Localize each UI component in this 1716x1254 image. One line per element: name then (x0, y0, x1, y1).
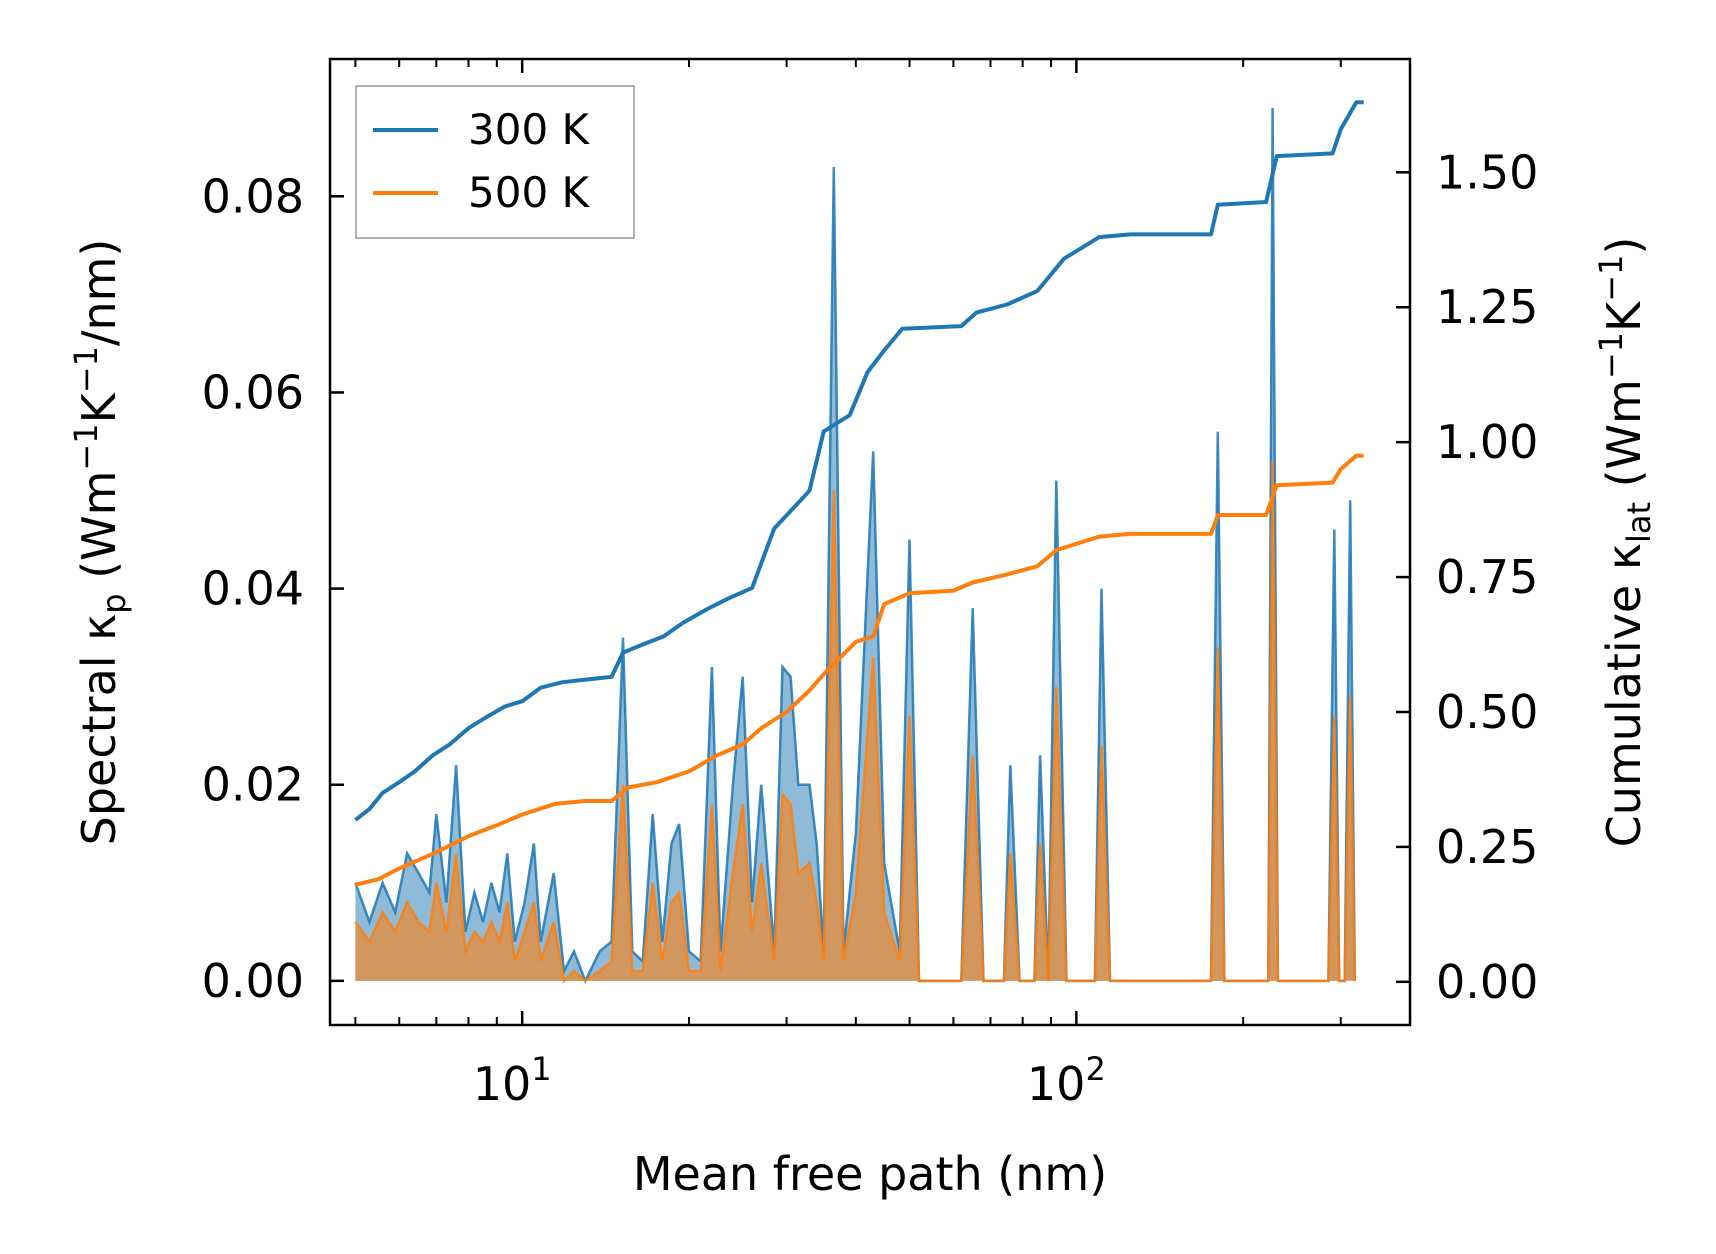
legend: 300 K 500 K (355, 85, 635, 239)
spectral-line-500k (354, 461, 1357, 984)
plot-frame (328, 57, 1412, 1027)
spectral-line-300k (354, 107, 1357, 985)
left-y-tick-label: 0.00 (202, 954, 304, 1008)
legend-label-500k: 500 K (468, 168, 591, 217)
plot-marks (354, 100, 1364, 985)
cumulative-line-300k (354, 100, 1364, 822)
legend-label-300k: 300 K (468, 105, 591, 154)
legend-box (355, 85, 635, 239)
x-tick-label: 102 (1027, 1050, 1106, 1111)
right-y-tick-label: 0.75 (1436, 550, 1538, 604)
x-axis-title: Mean free path (nm) (633, 1147, 1107, 1201)
right-y-tick-label: 0.00 (1436, 955, 1538, 1009)
x-tick-label: 101 (473, 1050, 552, 1111)
right-y-tick-label: 1.00 (1436, 415, 1538, 469)
axis-ticks (330, 59, 1411, 1025)
left-y-tick-label: 0.04 (202, 562, 304, 616)
right-y-tick-label: 1.25 (1436, 280, 1538, 334)
right-y-tick-label: 1.50 (1436, 145, 1538, 199)
cumulative-line-500k (354, 453, 1364, 887)
left-y-tick-label: 0.06 (202, 365, 304, 419)
tick-labels: 101 102 0.00 0.02 0.04 0.06 0.08 0.00 0.25 0.50 0.… (202, 145, 1539, 1111)
left-y-axis-title: Spectral κp (Wm−1K−1/nm) (67, 239, 133, 846)
left-y-tick-label: 0.02 (202, 758, 304, 812)
right-y-tick-label: 0.50 (1436, 685, 1538, 739)
right-y-tick-label: 0.25 (1436, 820, 1538, 874)
left-y-tick-label: 0.08 (202, 169, 304, 223)
right-y-axis-title: Cumulative κlat (Wm−1K−1) (1592, 237, 1658, 848)
